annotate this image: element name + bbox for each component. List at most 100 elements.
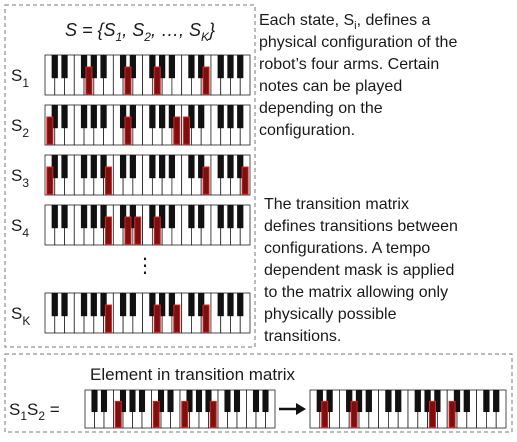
- description-line: The transition matrix: [264, 196, 409, 213]
- black-key: [61, 55, 67, 78]
- description-line: to the matrix allowing only: [264, 284, 448, 301]
- text: S: [11, 216, 22, 235]
- robot-arm: [203, 67, 209, 94]
- black-key: [91, 390, 97, 412]
- state-label: S4: [11, 216, 29, 240]
- black-key: [237, 55, 243, 78]
- text: S: [9, 400, 20, 419]
- robot-arm: [203, 167, 209, 194]
- robot-arm: [125, 117, 131, 144]
- text: , S: [122, 20, 144, 40]
- black-key: [91, 205, 97, 228]
- state-label: SK: [11, 304, 30, 328]
- black-key: [149, 155, 155, 178]
- set-definition: S = {S1, S2, …, SK}: [65, 20, 215, 44]
- robot-arm: [430, 401, 436, 427]
- text: S = {S: [65, 20, 116, 40]
- black-key: [224, 390, 230, 412]
- text: }: [207, 20, 215, 40]
- black-key: [188, 155, 194, 178]
- black-key: [196, 390, 202, 412]
- black-key: [81, 155, 87, 178]
- black-key: [198, 105, 204, 128]
- element-equation: S1S2 =: [9, 400, 60, 423]
- description-line: robot’s four arms. Certain: [259, 56, 439, 73]
- description-line: notes can be played: [259, 78, 402, 95]
- arrow-head: [296, 403, 306, 415]
- black-key: [237, 293, 243, 316]
- black-key: [237, 105, 243, 128]
- subscript: 3: [22, 176, 29, 190]
- black-key: [198, 205, 204, 228]
- robot-arm: [47, 167, 53, 194]
- subscript: 2: [22, 126, 29, 140]
- black-key: [120, 155, 126, 178]
- keyboard: [85, 390, 275, 428]
- robot-arm: [242, 167, 248, 194]
- text: S: [11, 66, 22, 85]
- keyboard: [45, 105, 250, 145]
- keyboard: [310, 390, 506, 428]
- black-key: [253, 390, 259, 412]
- black-key: [167, 390, 173, 412]
- black-key: [262, 390, 268, 412]
- state-label: S1: [11, 66, 29, 90]
- black-key: [159, 105, 165, 128]
- robot-arm: [182, 401, 188, 427]
- black-key: [234, 390, 240, 412]
- text: S: [11, 116, 22, 135]
- robot-arm: [174, 305, 180, 332]
- black-key: [169, 205, 175, 228]
- robot-arm: [184, 117, 190, 144]
- black-key: [483, 390, 489, 412]
- text: Each state, S: [259, 12, 354, 29]
- robot-arm: [125, 67, 131, 94]
- state-label: S2: [11, 116, 29, 140]
- text: S: [11, 304, 22, 323]
- black-key: [101, 390, 107, 412]
- black-key: [227, 105, 233, 128]
- robot-arm: [351, 401, 357, 427]
- robot-arm: [105, 217, 111, 244]
- robot-arm: [154, 67, 160, 94]
- black-key: [149, 105, 155, 128]
- subscript: 4: [22, 226, 29, 240]
- text: , …, S: [151, 20, 201, 40]
- subscript: 1: [22, 76, 29, 90]
- black-key: [139, 390, 145, 412]
- black-key: [61, 105, 67, 128]
- black-key: [218, 105, 224, 128]
- black-key: [129, 390, 135, 412]
- black-key: [130, 155, 136, 178]
- black-key: [52, 293, 58, 316]
- description-line: configurations. A tempo: [264, 240, 430, 257]
- black-key: [188, 293, 194, 316]
- black-key: [91, 155, 97, 178]
- ellipsis: ⋮: [135, 255, 155, 277]
- black-key: [493, 390, 499, 412]
- black-key: [395, 390, 401, 412]
- black-key: [130, 293, 136, 316]
- black-key: [61, 293, 67, 316]
- black-key: [52, 55, 58, 78]
- black-key: [366, 390, 372, 412]
- robot-arm: [322, 401, 328, 427]
- element-title: Element in transition matrix: [90, 365, 296, 384]
- keyboard: [45, 205, 250, 245]
- black-key: [91, 105, 97, 128]
- robot-arm: [449, 401, 455, 427]
- black-key: [227, 293, 233, 316]
- black-key: [218, 155, 224, 178]
- robot-arm: [86, 67, 92, 94]
- black-key: [159, 155, 165, 178]
- black-key: [385, 390, 391, 412]
- subscript: 1: [116, 30, 123, 44]
- keyboard: [45, 155, 250, 195]
- robot-arm: [135, 217, 141, 244]
- page: { "set_definition": {"parts": ["S = {S",…: [0, 0, 517, 437]
- description-line: defines transitions between: [264, 218, 458, 235]
- black-key: [61, 205, 67, 228]
- black-key: [100, 55, 106, 78]
- black-key: [61, 155, 67, 178]
- description-line: configuration.: [259, 122, 355, 139]
